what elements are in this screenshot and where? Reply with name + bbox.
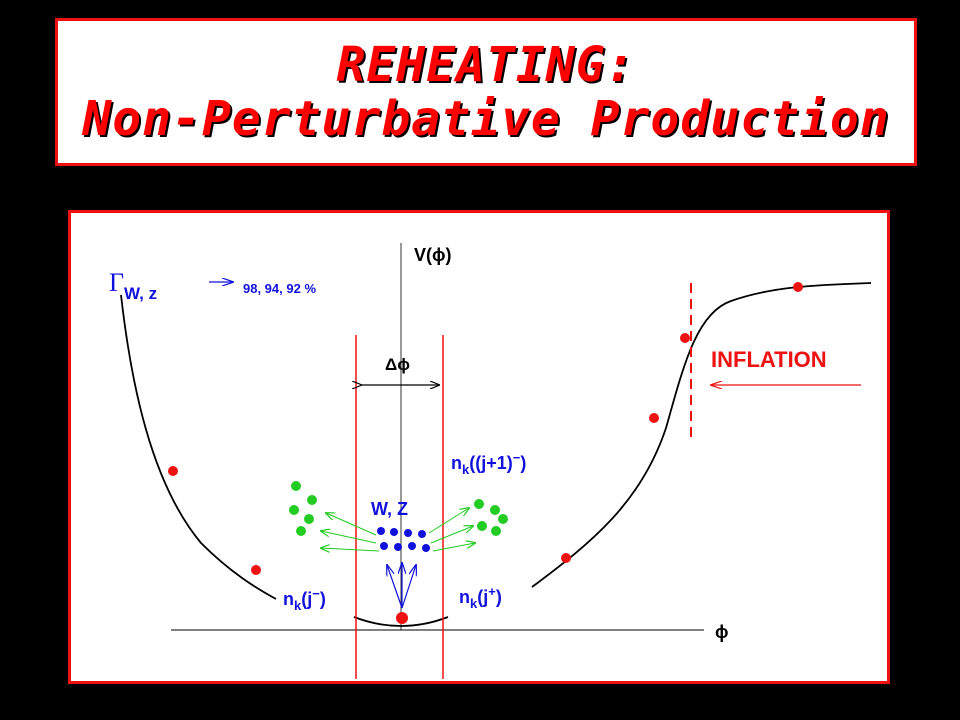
inflation-label: INFLATION [711, 347, 827, 372]
red-dot-bottom [396, 612, 408, 624]
title-box: REHEATING: Non-Perturbative Production [55, 18, 917, 166]
red-dot [793, 282, 803, 292]
nk-minus-sup: − [312, 586, 320, 601]
nk-next-arg: ((j+1) [469, 453, 513, 473]
nk-minus-close: ) [320, 589, 326, 609]
green-arrow [326, 513, 377, 536]
gamma-values: 98, 94, 92 % [243, 281, 316, 296]
delta-phi-label: Δϕ [385, 355, 410, 374]
nk-minus-arg: (j [301, 589, 312, 609]
nk-plus-close: ) [496, 587, 502, 607]
green-arrow [432, 543, 475, 552]
green-dot [307, 495, 317, 505]
nk-plus-sup: + [488, 584, 496, 599]
green-dot [289, 505, 299, 515]
green-dot [477, 521, 487, 531]
blue-dot [380, 542, 388, 550]
nk-plus-base: n [459, 587, 470, 607]
nk-next-sub: k [462, 462, 470, 477]
green-arrow [430, 526, 473, 544]
nk-next-close: ) [520, 453, 526, 473]
green-dot [490, 505, 500, 515]
gamma-subscript: W, z [124, 284, 157, 303]
potential-curve-right [531, 282, 872, 588]
blue-dot [418, 530, 426, 538]
blue-dot [377, 527, 385, 535]
nk-plus-sub: k [470, 596, 478, 611]
green-arrow [321, 531, 377, 544]
blue-arrow [387, 565, 403, 609]
nk-plus-arg: (j [477, 587, 488, 607]
green-arrow [428, 508, 469, 534]
nk-next-base: n [451, 453, 462, 473]
wz-label: W, Z [371, 499, 408, 519]
blue-dot [422, 544, 430, 552]
green-dot [291, 481, 301, 491]
potential-curve-left [120, 294, 277, 600]
green-dot [304, 514, 314, 524]
blue-arrow [401, 565, 416, 609]
nk-minus-base: n [283, 589, 294, 609]
blue-dot [390, 528, 398, 536]
title-line-1: REHEATING: [336, 37, 636, 93]
blue-dot [404, 529, 412, 537]
y-axis-label: V(ϕ) [414, 245, 452, 265]
blue-dot [408, 542, 416, 550]
gamma-label: ΓW, z [109, 268, 157, 303]
nk-next-label: nk((j+1)−) [451, 450, 526, 477]
nk-next-sup: − [513, 450, 521, 465]
nk-minus-sub: k [294, 598, 302, 613]
reheating-diagram: Δϕ V(ϕ) ϕ ΓW, z 98, 94, 92 % INFLATION W… [109, 243, 872, 679]
nk-minus-label: nk(j−) [283, 586, 326, 613]
nk-plus-label: nk(j+) [459, 584, 502, 611]
title-line-2: Non-Perturbative Production [82, 91, 890, 147]
red-dot [251, 565, 261, 575]
x-axis-label: ϕ [715, 622, 729, 642]
blue-dot [394, 543, 402, 551]
red-dot [649, 413, 659, 423]
gamma-symbol: Γ [109, 268, 124, 297]
diagram-panel: Δϕ V(ϕ) ϕ ΓW, z 98, 94, 92 % INFLATION W… [68, 210, 890, 684]
red-dot [680, 333, 690, 343]
potential-curve-bottom [353, 616, 449, 627]
green-dot [296, 526, 306, 536]
red-dot [168, 466, 178, 476]
green-dot [498, 514, 508, 524]
green-dot [491, 526, 501, 536]
green-arrow [321, 548, 380, 551]
red-dot [561, 553, 571, 563]
green-dot [474, 499, 484, 509]
